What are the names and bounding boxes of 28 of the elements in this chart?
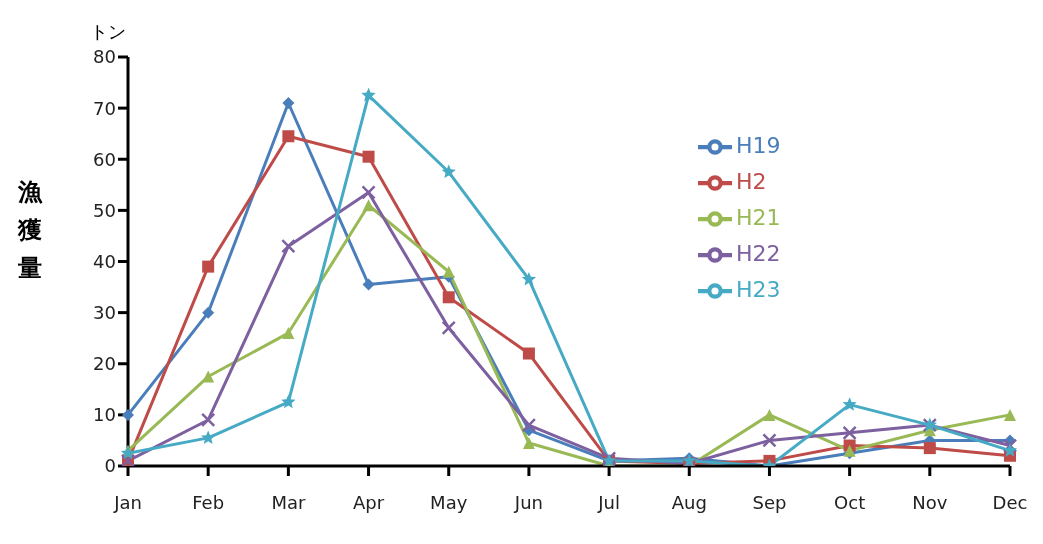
y-tick-label: 50 — [93, 199, 116, 221]
x-tick-label: Oct — [834, 491, 866, 513]
x-tick-label: Nov — [912, 491, 948, 513]
x-tick-label: Jul — [597, 491, 620, 513]
y-tick-label: 30 — [93, 302, 116, 324]
y-tick-label: 80 — [93, 46, 116, 68]
legend-label: H2 — [736, 169, 767, 194]
y-tick-label: 40 — [93, 250, 116, 272]
y-tick-label: 10 — [93, 404, 116, 426]
legend-label: H23 — [736, 277, 781, 302]
x-tick-label: Feb — [192, 491, 225, 513]
y-tick-label: 60 — [93, 148, 116, 170]
y-tick-label: 0 — [104, 455, 116, 477]
legend-label: H19 — [736, 133, 781, 158]
legend-label: H22 — [736, 241, 781, 266]
x-tick-label: May — [430, 491, 468, 513]
x-tick-label: Jan — [113, 491, 142, 513]
y-axis-title: 漁獲量 — [18, 177, 44, 284]
x-tick-label: Sep — [752, 491, 787, 513]
x-tick-label: Jun — [513, 491, 543, 513]
x-tick-label: Dec — [992, 491, 1028, 513]
y-tick-label: 70 — [93, 97, 116, 119]
x-tick-label: Aug — [671, 491, 707, 513]
y-tick-label: 20 — [93, 353, 116, 375]
text: トン — [90, 20, 126, 44]
legend-label: H21 — [736, 205, 781, 230]
x-tick-label: Apr — [352, 491, 385, 513]
x-tick-label: Mar — [271, 491, 306, 513]
